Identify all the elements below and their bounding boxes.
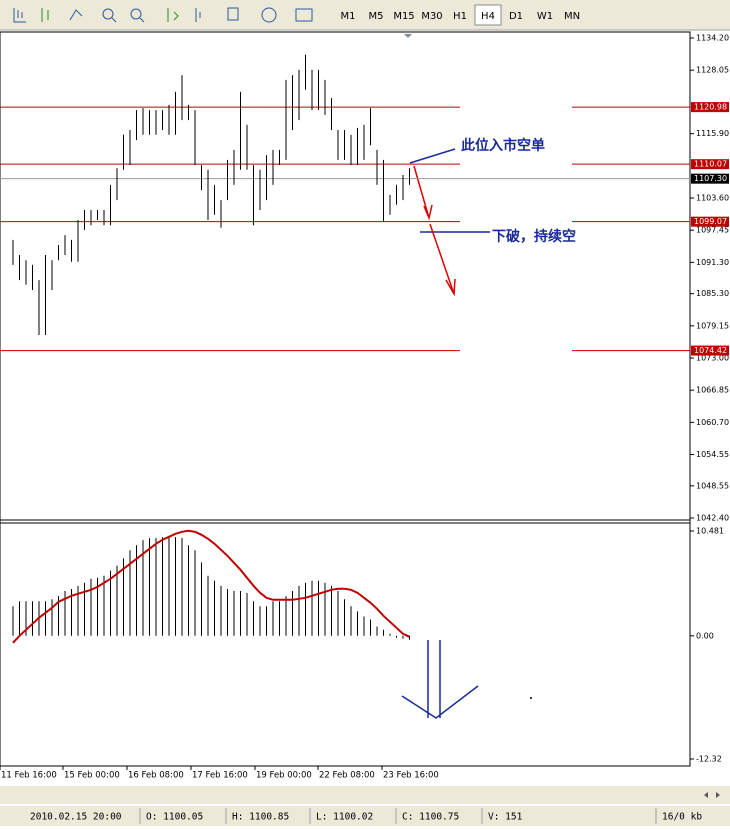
status-field: 16/0 kb	[662, 812, 702, 823]
annotation: 此位入市空单	[461, 137, 545, 154]
timeframe-button[interactable]: M5	[369, 11, 384, 22]
status-field: 2010.02.15 20:00	[30, 812, 122, 823]
level-tag	[691, 345, 729, 356]
x-tick-label: 23 Feb 16:00	[383, 771, 439, 781]
timeframe-button[interactable]: W1	[537, 11, 553, 22]
timeframe-button[interactable]: M1	[341, 11, 356, 22]
timeframe-button[interactable]: H1	[453, 11, 467, 22]
x-tick-label: 17 Feb 16:00	[192, 771, 248, 781]
status-field: L: 1100.02	[316, 812, 373, 823]
y-tick-label: -12.32	[696, 755, 722, 764]
toolbar	[0, 0, 730, 30]
level-tag	[691, 173, 729, 184]
scrollbar	[0, 786, 730, 804]
timeframe-button[interactable]: M30	[421, 11, 442, 22]
y-tick-label: 1134.20	[696, 34, 729, 43]
y-tick-label: 1091.30	[696, 258, 729, 267]
timeframe-button[interactable]: H4	[481, 11, 495, 22]
level-label: 1110.07	[694, 160, 727, 169]
x-tick-label: 15 Feb 00:00	[64, 771, 120, 781]
level-label: 1099.07	[694, 217, 727, 226]
level-tag	[691, 102, 729, 113]
y-tick-label: 1103.60	[696, 194, 729, 203]
active-button	[474, 4, 502, 26]
y-tick-label: 1115.90	[696, 129, 729, 138]
annotation: 下破，持续空	[492, 228, 576, 245]
y-tick-label: 10.481	[696, 527, 724, 536]
x-tick-label: 22 Feb 08:00	[319, 771, 375, 781]
y-tick-label: 1128.05	[696, 66, 729, 75]
status-field: O: 1100.05	[146, 812, 203, 823]
y-tick-label: 1048.55	[696, 481, 729, 490]
y-tick-label: 1054.55	[696, 450, 729, 459]
scroll-arrows	[704, 792, 720, 798]
toolbar-icons	[13, 7, 313, 23]
y-tick-label: 1042.40	[696, 514, 729, 523]
timeframe-button[interactable]: D1	[509, 11, 523, 22]
y-tick-label: 1079.15	[696, 321, 729, 330]
status-bar	[0, 806, 730, 826]
level-label: 1074.42	[694, 346, 727, 355]
timeframe-button[interactable]: M15	[393, 11, 414, 22]
x-tick-label: 16 Feb 08:00	[128, 771, 184, 781]
y-tick-label: 1060.70	[696, 418, 729, 427]
y-tick-label: 1085.30	[696, 289, 729, 298]
status-field: V: 151	[488, 812, 523, 823]
timeframe-button[interactable]: MN	[564, 11, 580, 22]
drawn-arrows	[401, 148, 532, 719]
y-tick-label: 0.00	[696, 631, 714, 640]
status-field: H: 1100.85	[232, 812, 289, 823]
y-tick-label: 1097.45	[696, 226, 729, 235]
status-field: C: 1100.75	[402, 812, 459, 823]
y-tick-label: 1073.00	[696, 354, 729, 363]
level-tag	[691, 216, 729, 227]
level-label: 1120.98	[694, 103, 727, 112]
shift-marker	[404, 34, 412, 38]
level-label: 1107.30	[694, 174, 727, 183]
signal-line	[12, 529, 410, 644]
x-tick-label: 19 Feb 00:00	[256, 771, 312, 781]
x-tick-label: 11 Feb 16:00	[1, 771, 57, 781]
y-tick-label: 1066.85	[696, 386, 729, 395]
level-tag	[691, 159, 729, 170]
